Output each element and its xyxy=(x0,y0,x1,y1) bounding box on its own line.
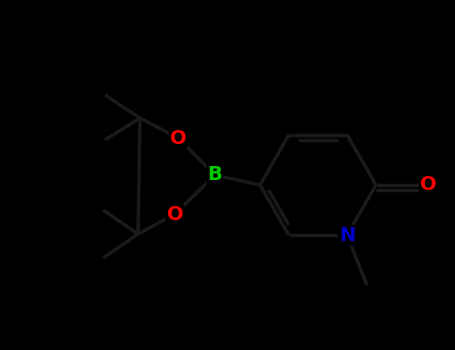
Text: O: O xyxy=(420,175,436,195)
Text: N: N xyxy=(339,226,355,245)
Text: B: B xyxy=(207,166,222,184)
Text: O: O xyxy=(167,204,183,224)
Text: O: O xyxy=(170,128,186,147)
